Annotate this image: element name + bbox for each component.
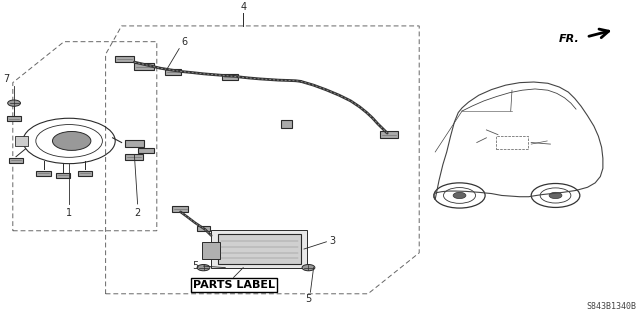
Text: 1: 1 — [66, 208, 72, 218]
Bar — [125, 140, 144, 147]
Bar — [197, 226, 210, 231]
Circle shape — [52, 131, 91, 150]
Text: FR.: FR. — [559, 34, 580, 44]
Text: 7: 7 — [3, 74, 10, 84]
Bar — [134, 63, 154, 70]
Circle shape — [8, 100, 20, 106]
Bar — [15, 136, 28, 146]
Bar — [281, 120, 292, 128]
Text: 4: 4 — [240, 2, 246, 12]
Bar — [380, 131, 398, 138]
Bar — [173, 206, 189, 211]
Text: PARTS LABEL: PARTS LABEL — [193, 280, 275, 290]
Bar — [9, 158, 23, 163]
Bar — [211, 230, 307, 268]
Bar — [138, 148, 154, 153]
Bar — [115, 56, 134, 63]
Bar — [125, 154, 143, 160]
Text: 5: 5 — [192, 261, 198, 271]
Bar — [202, 242, 220, 259]
Bar — [223, 74, 238, 80]
Text: 5: 5 — [305, 294, 312, 304]
Bar — [218, 234, 301, 264]
Circle shape — [453, 192, 466, 199]
Bar — [78, 171, 92, 176]
Bar — [7, 116, 21, 122]
Text: 2: 2 — [134, 208, 141, 218]
Circle shape — [197, 264, 210, 271]
Bar — [56, 173, 70, 178]
Bar — [165, 69, 181, 75]
Bar — [36, 171, 51, 176]
Text: S843B1340B: S843B1340B — [587, 302, 637, 311]
Text: 3: 3 — [330, 236, 336, 246]
Text: 6: 6 — [181, 37, 188, 47]
Circle shape — [302, 264, 315, 271]
Circle shape — [549, 192, 562, 199]
